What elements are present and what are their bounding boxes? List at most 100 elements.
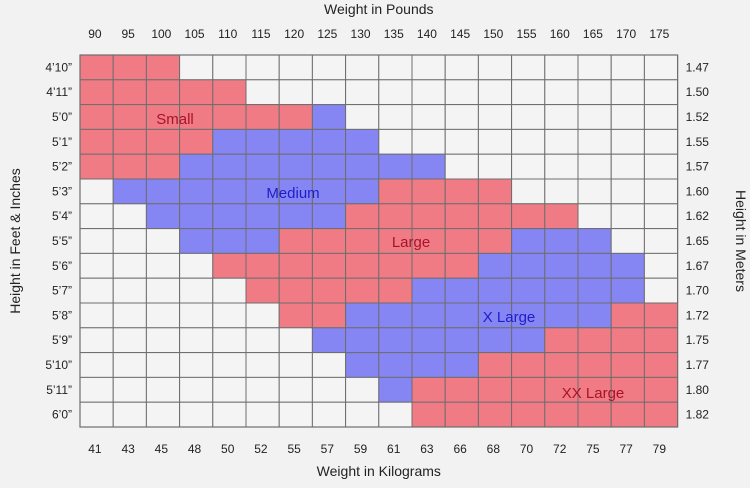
cell-empty bbox=[278, 327, 313, 354]
cell-medium bbox=[179, 228, 214, 254]
cell-empty bbox=[112, 228, 147, 254]
cell-empty bbox=[245, 54, 280, 81]
tick-label-pounds: 125 bbox=[317, 27, 337, 41]
tick-label-meters: 1.67 bbox=[686, 259, 710, 273]
cell-empty bbox=[79, 327, 114, 354]
zone-label-xx-large: XX Large bbox=[562, 385, 625, 402]
tick-label-feet-inches: 5’1” bbox=[52, 135, 72, 149]
cell-medium bbox=[179, 153, 214, 180]
cell-empty bbox=[477, 128, 513, 155]
cell-empty bbox=[577, 54, 612, 81]
tick-label-pounds: 140 bbox=[417, 27, 437, 41]
cell-empty bbox=[511, 54, 546, 81]
cell-empty bbox=[511, 153, 546, 180]
tick-label-feet-inches: 5’0” bbox=[52, 110, 72, 124]
cell-xx-large bbox=[477, 352, 513, 378]
tick-label-meters: 1.82 bbox=[686, 408, 710, 422]
tick-label-feet-inches: 4’10” bbox=[45, 60, 72, 74]
tick-label-pounds: 175 bbox=[649, 27, 669, 41]
cell-empty bbox=[544, 178, 579, 205]
cell-empty bbox=[345, 104, 380, 130]
cell-medium bbox=[245, 128, 280, 155]
cell-x-large bbox=[511, 228, 546, 254]
cell-large bbox=[345, 228, 380, 254]
tick-label-feet-inches: 5’7” bbox=[52, 284, 72, 298]
cell-empty bbox=[179, 376, 214, 403]
cell-large bbox=[444, 203, 479, 230]
cell-empty bbox=[79, 302, 114, 329]
cell-empty bbox=[112, 327, 147, 354]
tick-label-kilograms: 75 bbox=[586, 442, 600, 456]
tick-label-pounds: 110 bbox=[218, 27, 237, 41]
cell-empty bbox=[311, 376, 347, 403]
cell-x-large bbox=[577, 302, 612, 329]
cell-empty bbox=[511, 104, 546, 130]
cell-xx-large bbox=[643, 401, 679, 428]
cell-large bbox=[477, 228, 513, 254]
cell-small bbox=[212, 104, 247, 130]
cell-empty bbox=[610, 228, 645, 254]
cell-empty bbox=[79, 277, 114, 304]
cell-xx-large bbox=[577, 352, 612, 378]
cell-small bbox=[112, 104, 147, 130]
cell-x-large bbox=[444, 302, 479, 329]
cell-medium bbox=[112, 178, 147, 205]
tick-label-kilograms: 57 bbox=[321, 442, 335, 456]
cell-small bbox=[79, 104, 114, 130]
cell-small bbox=[145, 54, 181, 81]
tick-label-kilograms: 52 bbox=[254, 442, 268, 456]
cell-empty bbox=[112, 277, 147, 304]
tick-label-feet-inches: 4’11” bbox=[46, 85, 72, 99]
cell-medium bbox=[212, 228, 247, 254]
tick-label-kilograms: 45 bbox=[155, 442, 169, 456]
cell-empty bbox=[544, 54, 579, 81]
tick-label-pounds: 135 bbox=[384, 27, 404, 41]
cell-large bbox=[345, 252, 380, 279]
tick-label-feet-inches: 5’5” bbox=[52, 234, 72, 248]
cell-empty bbox=[477, 79, 513, 106]
tick-label-kilograms: 79 bbox=[653, 442, 667, 456]
cell-x-large bbox=[378, 327, 413, 354]
cell-empty bbox=[411, 128, 446, 155]
tick-label-kilograms: 77 bbox=[619, 442, 633, 456]
cell-small bbox=[145, 79, 181, 106]
grid-border bbox=[79, 54, 679, 428]
tick-label-pounds: 105 bbox=[185, 27, 205, 41]
tick-label-pounds: 95 bbox=[121, 27, 135, 41]
cell-large bbox=[444, 252, 479, 279]
cell-medium bbox=[345, 128, 380, 155]
cell-empty bbox=[79, 203, 114, 230]
cell-empty bbox=[544, 128, 579, 155]
cell-xx-large bbox=[544, 327, 579, 354]
cell-empty bbox=[112, 252, 147, 279]
cell-empty bbox=[212, 352, 247, 378]
cell-xx-large bbox=[643, 352, 679, 378]
cell-empty bbox=[411, 104, 446, 130]
tick-label-pounds: 115 bbox=[251, 27, 270, 41]
cell-empty bbox=[643, 178, 679, 205]
cell-medium bbox=[245, 228, 280, 254]
cell-x-large bbox=[477, 327, 513, 354]
cell-empty bbox=[444, 79, 479, 106]
cell-medium bbox=[278, 153, 313, 180]
tick-label-pounds: 100 bbox=[151, 27, 171, 41]
cell-empty bbox=[245, 327, 280, 354]
tick-label-meters: 1.50 bbox=[686, 85, 710, 99]
cell-empty bbox=[511, 128, 546, 155]
tick-label-meters: 1.72 bbox=[686, 308, 710, 322]
cell-x-large bbox=[378, 302, 413, 329]
cell-empty bbox=[179, 54, 214, 81]
cell-empty bbox=[378, 104, 413, 130]
cell-empty bbox=[179, 252, 214, 279]
cell-x-large bbox=[511, 252, 546, 279]
cell-large bbox=[278, 302, 313, 329]
cell-xx-large bbox=[610, 376, 645, 403]
cell-empty bbox=[145, 352, 181, 378]
cell-large bbox=[444, 178, 479, 205]
cell-large bbox=[378, 178, 413, 205]
cell-medium bbox=[345, 178, 380, 205]
cell-large bbox=[345, 277, 380, 304]
cell-xx-large bbox=[610, 327, 645, 354]
cell-empty bbox=[278, 376, 313, 403]
cell-empty bbox=[577, 203, 612, 230]
